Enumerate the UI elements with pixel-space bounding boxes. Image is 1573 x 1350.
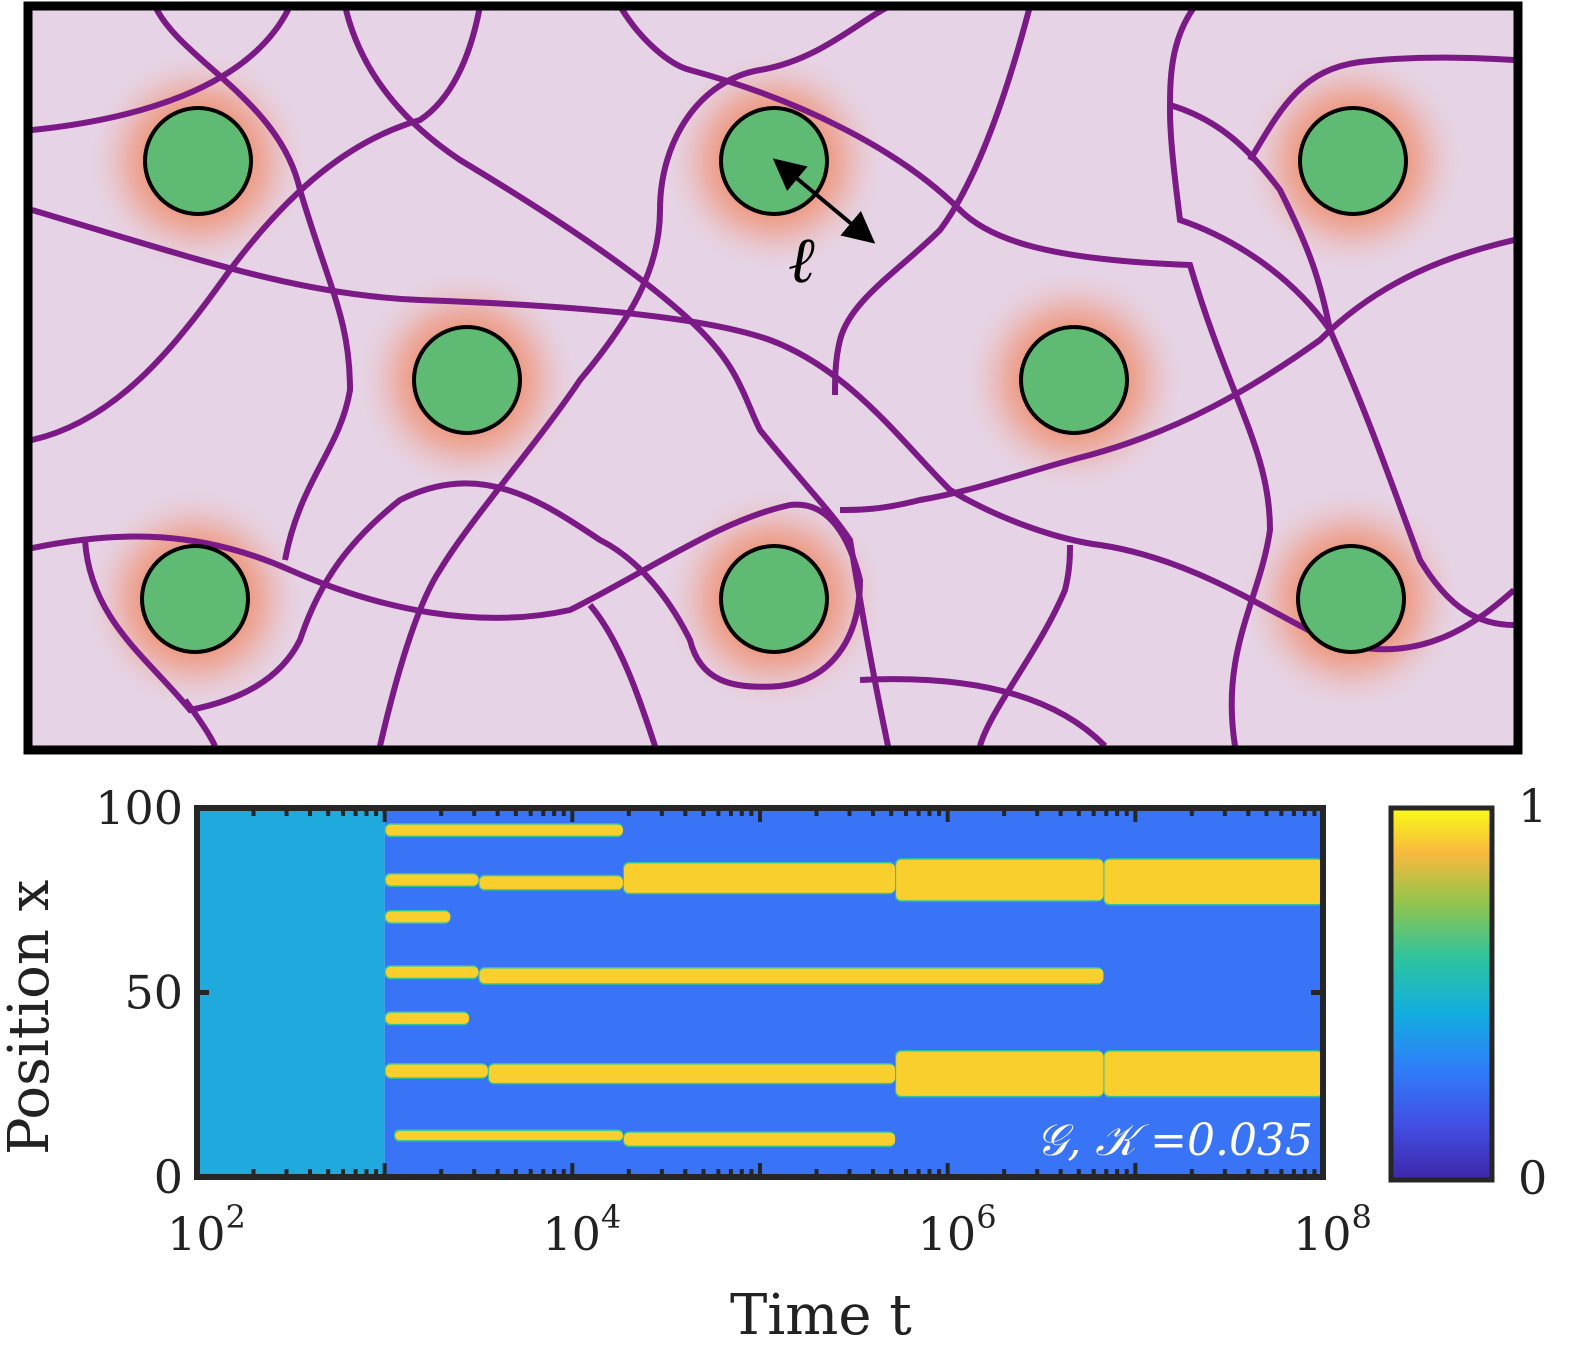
length-scale-arrow — [772, 158, 876, 244]
x-tick-label: 104 — [542, 1198, 621, 1261]
high-band — [896, 859, 1104, 901]
high-band — [488, 1064, 896, 1083]
high-band — [385, 874, 479, 886]
y-tick-label: 100 — [95, 781, 183, 835]
particle-halos — [80, 46, 1468, 714]
fiber — [839, 237, 1514, 513]
high-band — [385, 911, 451, 923]
high-band — [385, 966, 479, 978]
particle — [1298, 106, 1408, 216]
particle — [1296, 544, 1406, 654]
high-band — [479, 876, 624, 890]
fiber — [377, 10, 889, 746]
high-band — [385, 1012, 470, 1024]
fiber — [32, 480, 864, 714]
high-band — [624, 1132, 896, 1146]
particle — [719, 106, 829, 216]
fiber — [182, 698, 218, 746]
length-label: ℓ — [788, 224, 815, 298]
fiber — [618, 10, 1274, 746]
diagram-frame — [23, 1, 1523, 755]
high-band — [385, 1064, 488, 1078]
high-band — [896, 1051, 1104, 1096]
fiber — [32, 10, 483, 443]
colorbar-min-label: 0 — [1518, 1151, 1547, 1205]
fiber — [32, 10, 292, 133]
fiber — [1169, 102, 1333, 331]
fiber — [859, 676, 1108, 746]
y-tick-labels: 0 50 100 — [95, 781, 183, 1204]
fiber — [587, 603, 658, 746]
particle — [1019, 325, 1129, 435]
x-axis-label: Time t — [730, 1283, 912, 1348]
y-axis-label: Position x — [0, 880, 62, 1155]
fiber — [832, 10, 1033, 396]
particle — [412, 325, 522, 435]
y-tick-label: 0 — [154, 1150, 183, 1204]
parameter-annotation: 𝒢, 𝒦 =0.035 — [1036, 1115, 1313, 1166]
high-band — [1104, 1051, 1323, 1096]
fiber — [1166, 10, 1514, 628]
background-state — [197, 808, 385, 1177]
x-tick-label: 106 — [918, 1198, 997, 1261]
kymograph-chart: 𝒢, 𝒦 =0.035 0 50 100 102 104 106 108 Time t P… — [0, 779, 1547, 1348]
particle — [140, 544, 250, 654]
heatmap — [197, 808, 1324, 1177]
high-band — [1104, 859, 1323, 904]
fiber — [977, 544, 1073, 746]
fiber-network — [32, 10, 1514, 746]
x-tick-label: 108 — [1293, 1198, 1372, 1261]
high-band — [479, 968, 1104, 984]
x-tick-label: 102 — [167, 1198, 246, 1261]
particle — [719, 544, 829, 654]
y-tick-label: 50 — [124, 966, 183, 1020]
high-band — [395, 1130, 624, 1141]
x-tick-labels: 102 104 106 108 — [167, 1198, 1372, 1261]
colorbar-max-label: 1 — [1518, 779, 1547, 833]
high-band — [624, 863, 896, 893]
colorbar — [1388, 805, 1495, 1183]
high-band — [385, 824, 624, 836]
fiber — [1247, 54, 1514, 162]
axis-ticks — [197, 805, 1323, 1180]
network-diagram: ℓ — [23, 1, 1523, 755]
particle — [143, 106, 253, 216]
fiber — [153, 10, 354, 561]
